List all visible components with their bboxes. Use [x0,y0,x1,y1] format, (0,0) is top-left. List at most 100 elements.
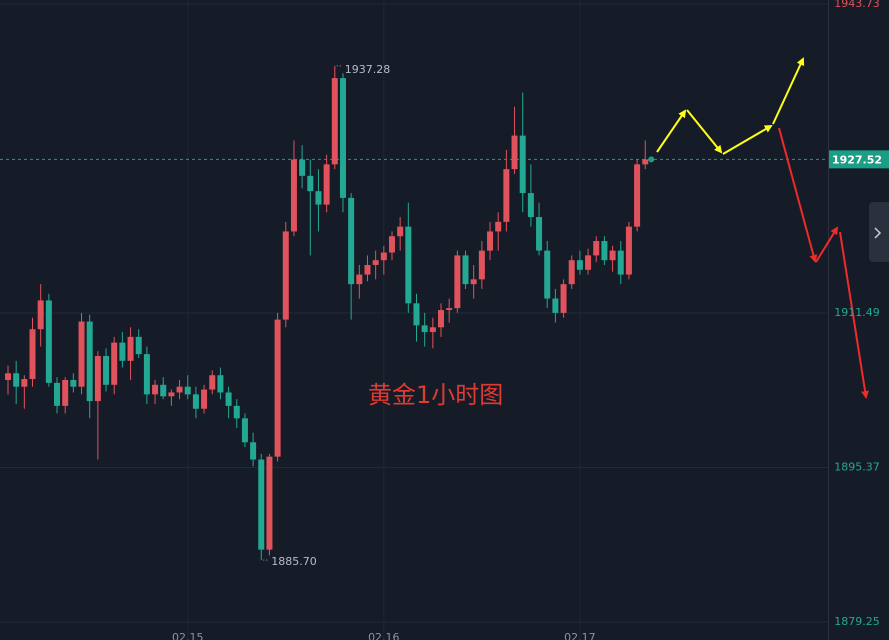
candle-body [274,319,281,457]
last-price-label: 1927.52 [832,153,882,166]
candle-body [45,300,52,383]
grid [0,0,828,640]
candle-body [5,373,11,380]
arrow [778,127,818,263]
candle-body [544,250,551,299]
candle-body [413,303,420,326]
candle-body [478,250,485,280]
candles [5,65,655,561]
candle-body [339,78,346,198]
candle-body [127,336,134,361]
candle-body [527,193,534,218]
candle-body [143,354,150,395]
candle-body [315,191,322,205]
chart-annotation: 黄金1小时图 [368,381,503,409]
candle-body [103,356,110,385]
candle-body [454,255,461,309]
candle-body [356,274,363,285]
y-tick-label: 1895.37 [834,461,880,474]
candle-body [37,300,44,330]
arrow [722,124,773,155]
candle-body [13,373,20,387]
candle-body [233,405,240,419]
candle-body [348,197,355,285]
candle-body [307,175,314,192]
candle-body [152,384,159,395]
candle-body [364,264,371,275]
candle-body [634,164,641,227]
candle-body [470,279,477,285]
candle-body [552,298,559,313]
candle-body [593,241,600,256]
candle-body [135,336,142,355]
candle-body [78,321,85,387]
candle-body [601,241,608,261]
high-label: 1937.28 [345,63,391,76]
candle-body [111,342,118,385]
arrow [815,226,839,263]
candle-body [119,342,126,361]
candle-body [511,135,518,170]
candle-body [225,392,232,406]
arrow [656,109,687,153]
arrow [686,109,723,154]
low-label: 1885.70 [271,555,317,568]
candle-body [585,255,592,270]
candle-body [290,159,297,232]
candle-body [282,231,289,320]
candle-body [176,386,183,393]
forecast-arrows [656,57,870,399]
arrow [839,231,870,399]
candle-body [487,231,494,251]
candle-body [536,217,543,251]
candle-body [54,382,61,406]
candle-body [388,236,395,253]
candle-body [380,252,387,261]
candle-body [192,394,199,409]
candle-body [201,389,208,409]
x-tick-label: 02.17 [564,631,596,640]
x-tick-label: 02.16 [368,631,400,640]
candle-body [62,379,69,406]
candle-body [576,260,583,270]
candle-body [421,325,428,333]
candle-body [217,375,224,393]
candle-body [372,260,379,265]
candle-body [462,255,469,285]
candle-body [519,135,526,194]
candle-body [642,159,649,165]
x-tick-label: 02.15 [172,631,204,640]
candle-body [560,284,567,313]
candle-body [405,226,412,304]
candle-body [323,164,330,205]
candle-body [429,327,436,333]
candle-body [495,221,502,232]
candle-body [266,456,273,550]
candle-body [168,392,175,397]
candle-body [29,329,36,380]
candle-body [209,375,216,390]
candle-body [568,260,575,285]
candle-body [609,250,616,261]
last-price-badge [829,150,889,169]
chevron-icon[interactable] [874,227,882,239]
candle-body [331,78,338,165]
candle-body [70,379,77,387]
candle-body [160,384,167,397]
collapse-button[interactable] [869,202,889,262]
y-tick-label: 1879.25 [834,615,880,628]
candle-body [258,459,265,550]
y-tick-label: 1943.73 [834,0,880,10]
candle-body [21,379,28,387]
candle-body [438,310,445,328]
candle-body [625,226,632,275]
candle-body [503,169,510,222]
candle-body [617,250,624,275]
candle-body [86,321,93,402]
y-tick-label: 1911.49 [834,306,880,319]
candle-body [299,159,306,176]
candle-body [94,356,101,402]
last-price-dot [648,156,655,163]
